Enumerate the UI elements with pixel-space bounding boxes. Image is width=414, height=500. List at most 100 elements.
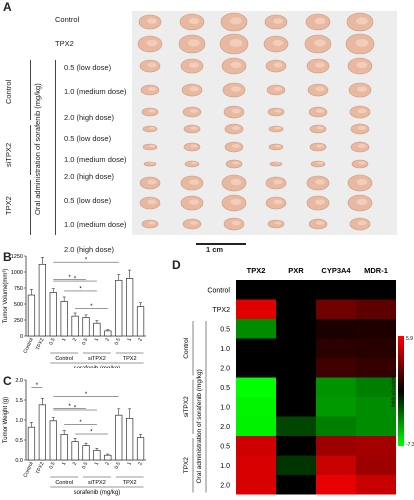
heatmap-cell (356, 319, 396, 339)
panel-b-letter: B (3, 250, 12, 264)
weight-y-tick-label: 0.5 (15, 438, 23, 444)
heatmap-group-label: TPX2 (183, 457, 190, 474)
heatmap-cell (316, 475, 356, 495)
weight-bar (49, 420, 57, 461)
heatmap-scale-max: 5.9 (406, 336, 413, 342)
heatmap-cell (356, 299, 396, 319)
tumor-sample (142, 125, 158, 133)
heatmap-row-label: 2.0 (220, 482, 230, 489)
weight-significance-mark: * (90, 430, 93, 436)
panel-d-letter: D (172, 258, 181, 272)
volume-bar (115, 279, 123, 337)
heatmap-row-label: 1.0 (220, 463, 230, 470)
weight-group-label: siTPX2 (88, 480, 106, 486)
volume-bar (126, 278, 134, 337)
tumor-sample (310, 160, 326, 168)
heatmap-cell (356, 416, 396, 436)
panel-a-row-label: 2.0 (high dose) (64, 245, 115, 254)
heatmap-cell (316, 455, 356, 475)
heatmap-cell (316, 338, 356, 358)
heatmap-row-label: TPX2 (212, 307, 230, 314)
panel-a-treatment-label: Oral administration of sorafenib (mg/kg) (33, 83, 42, 215)
weight-significance-mark: * (36, 383, 39, 389)
heatmap-row-label: 2.0 (220, 365, 230, 372)
weight-y-tick-label: 2.0 (15, 378, 23, 384)
weight-significance-mark: * (79, 420, 82, 426)
tumor-highlight (357, 220, 367, 226)
tumor-highlight (189, 62, 199, 68)
volume-bar (136, 306, 145, 337)
panel-a-group-label-sitpx2: siTPX2 (4, 142, 13, 167)
volume-x-tick-label: 1 (126, 337, 133, 342)
tumor-highlight (230, 178, 242, 186)
weight-x-tick-label: 2 (137, 461, 144, 466)
heatmap-cell (356, 397, 396, 417)
tumor-highlight (358, 161, 366, 165)
weight-x-tick-label: 2 (72, 461, 79, 466)
volume-x-tick-label: Control (23, 337, 35, 354)
weight-bar (104, 454, 112, 461)
heatmap-row-label: 1.0 (220, 346, 230, 353)
tumor-highlight (189, 179, 199, 185)
tumor-highlight (231, 108, 241, 114)
tumor-highlight (273, 199, 283, 205)
tumor-highlight (274, 109, 282, 113)
tumor-highlight (316, 161, 324, 165)
heatmap-group-label: siTPX2 (183, 396, 190, 417)
heatmap-cell (236, 319, 276, 339)
tumor-highlight (357, 108, 367, 114)
weight-group-label: Control (55, 480, 73, 486)
heatmap-cell (276, 338, 316, 358)
volume-y-tick-label: 500 (14, 302, 23, 308)
heatmap-column-label: CYP3A4 (321, 266, 351, 275)
heatmap-row-label: Control (207, 287, 230, 294)
heatmap-group-label: Control (183, 337, 190, 359)
tumor-highlight (188, 17, 200, 25)
weight-bar (93, 450, 101, 461)
heatmap-cell (276, 358, 316, 378)
weight-x-tick-label: 0.5 (114, 461, 122, 470)
weight-y-tick-label: 1.5 (15, 398, 23, 404)
weight-y-tick-label: 1.0 (15, 418, 23, 424)
heatmap-cell (276, 377, 316, 397)
heatmap-treatment-label: Oral administration of sorafenib (mg/kg) (196, 369, 203, 483)
tumor-highlight (273, 179, 283, 185)
heatmap-cell (316, 299, 356, 319)
tumor-highlight (147, 18, 157, 24)
panel-a-row-label: 1.0 (medium dose) (64, 87, 127, 96)
tumor-highlight (231, 126, 241, 130)
tumor-highlight (147, 87, 157, 91)
heatmap-cell (276, 475, 316, 495)
panel-a-row-label: 1.0 (medium dose) (64, 220, 127, 229)
weight-y-tick-label: 0.0 (15, 458, 23, 464)
tumor-highlight (274, 126, 282, 130)
tumor-highlight (190, 126, 198, 130)
tumor-highlight (273, 18, 283, 24)
tumor-highlight (149, 162, 155, 164)
tumor-highlight (189, 86, 199, 92)
tumor-highlight (189, 109, 199, 113)
weight-x-tick-label: Control (23, 461, 35, 478)
tumor-highlight (315, 86, 325, 92)
volume-y-tick-label: 1000 (11, 270, 23, 276)
tumor-highlight (357, 144, 367, 148)
volume-x-tick-label: 2 (105, 337, 112, 342)
volume-significance-mark: * (90, 304, 93, 310)
tumor-highlight (231, 220, 241, 226)
weight-bar (38, 404, 46, 461)
tumor-highlight (356, 198, 368, 206)
tumor-highlight (273, 62, 283, 68)
heatmap-cell (276, 397, 316, 417)
heatmap-cell (356, 280, 396, 300)
scale-bar (196, 243, 246, 245)
volume-x-tick-label: 1 (61, 337, 68, 342)
tumor-highlight (274, 144, 282, 148)
volume-bar (60, 301, 68, 337)
panel-a-group-bracket-sitpx2 (30, 125, 31, 175)
tumor-highlight (355, 39, 369, 47)
heatmap-row-label: 0.5 (220, 443, 230, 450)
volume-bar (82, 317, 90, 337)
heatmap-color-scale (398, 336, 404, 446)
panel-a-row-label: TPX2 (55, 39, 74, 48)
